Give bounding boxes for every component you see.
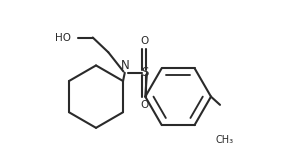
Text: N: N: [120, 59, 129, 72]
Text: HO: HO: [55, 33, 71, 43]
Text: O: O: [140, 36, 149, 46]
Text: S: S: [141, 66, 148, 79]
Text: O: O: [140, 100, 149, 110]
Text: CH₃: CH₃: [215, 135, 233, 145]
